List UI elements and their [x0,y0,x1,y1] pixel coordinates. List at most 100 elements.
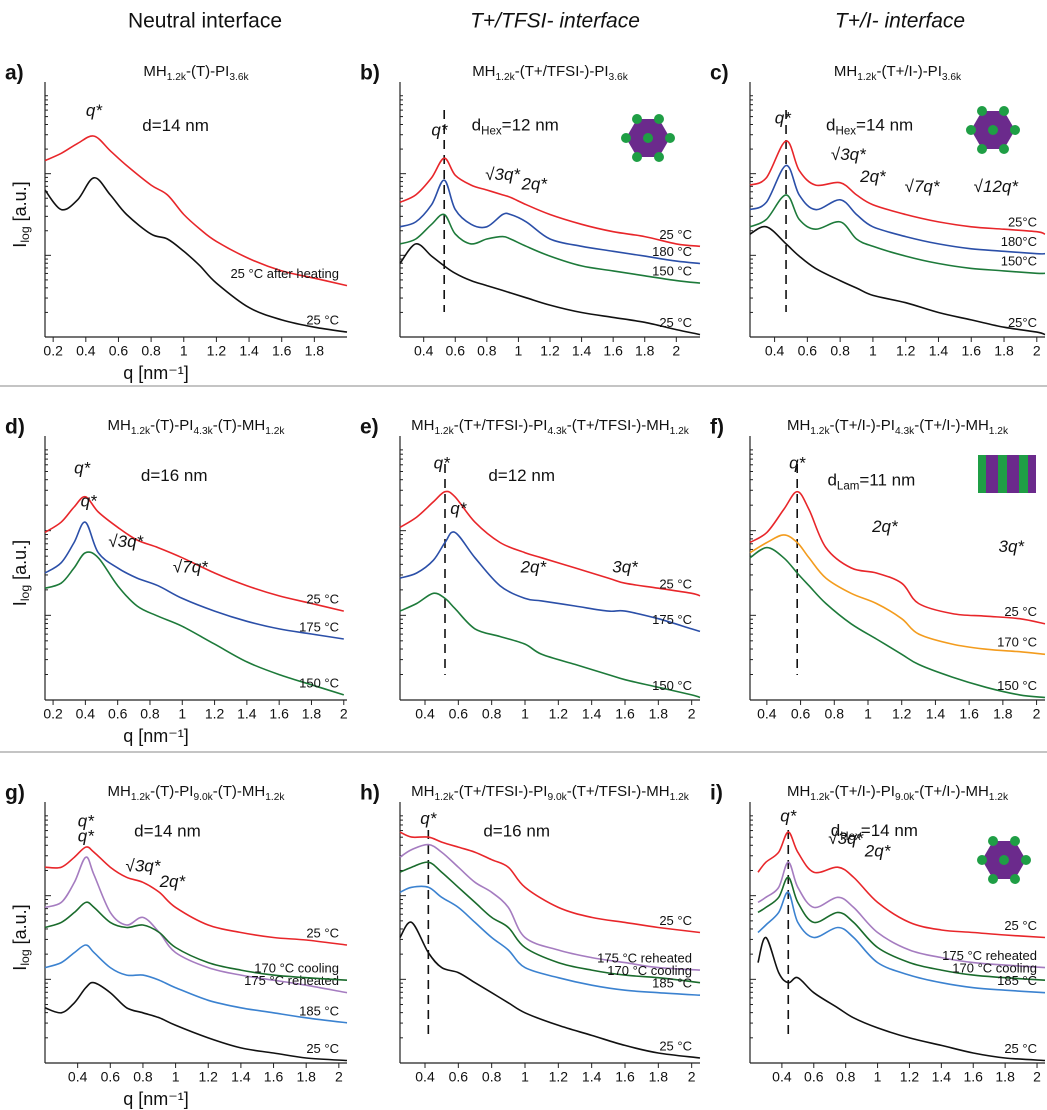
annotation: q* [420,809,437,828]
series-label: 170 °C cooling [952,961,1037,976]
x-tick-label: 1.4 [237,706,257,722]
panel-label: g) [5,782,25,805]
annotation-part: Lam [837,481,859,493]
x-tick-label: 1 [515,343,523,359]
y-axis-label-part: [a.u.] [10,540,30,585]
x-tick-label: 0.4 [757,706,777,722]
x-tick-label: 1.4 [932,1069,952,1085]
x-tick-label: 1.6 [615,706,635,722]
x-tick-label: 1 [521,1069,529,1085]
x-tick-label: 0.6 [101,1069,121,1085]
x-tick-label: 1.8 [649,1069,669,1085]
panel-title: MH1.2k-(T+/I-)-PI3.6k [834,63,962,83]
series-label: 185 °C [652,976,692,991]
panel-title-part: 3.6k [229,72,249,83]
series-label: 25 °C [306,592,339,607]
series-label: 175 °C [299,619,339,634]
series-label: 25 °C [306,1041,339,1056]
hexagon-icon [621,114,675,162]
series-label: 170 °C [997,635,1037,650]
curve [749,140,1046,235]
x-tick-label: 0.8 [133,1069,153,1085]
x-tick-label: 1.6 [959,706,979,722]
panel-title-part: MH [787,783,810,800]
x-tick-label: 1.4 [231,1069,251,1085]
x-tick-label: 0.8 [141,343,161,359]
curve [44,135,348,287]
x-tick-label: 1.6 [964,1069,984,1085]
curve [757,861,1046,969]
x-axis-label: q [nm⁻¹] [123,726,189,746]
series-label: 175 °C reheated [244,973,339,988]
x-tick-label: 1.2 [900,1069,920,1085]
x-tick-label: 1 [180,343,188,359]
series-label: 25 °C [1004,918,1037,933]
series-label: 150 °C [299,675,339,690]
annotation: 2q* [871,517,899,536]
series-label: 25 °C [659,315,692,330]
column-header: Neutral interface [128,10,282,33]
curve [757,891,1046,994]
x-tick-label: 1.2 [199,1069,219,1085]
x-tick-label: 2 [1033,1069,1041,1085]
series-label: 25 °C [1004,1041,1037,1056]
curve [399,831,701,934]
y-axis-label-part: I [10,243,30,248]
panel-title-part: 1.2k [131,426,151,437]
x-tick-label: 1.6 [272,343,292,359]
panel-title-part: 9.0k [193,792,213,803]
panel-label: d) [5,416,25,439]
series-label: 25 °C [1004,604,1037,619]
panel-title: MH1.2k-(T)-PI9.0k-(T)-MH1.2k [108,783,286,803]
x-tick-label: 0.6 [446,343,466,359]
y-axis-label: Ilog [a.u.] [10,540,32,606]
x-tick-label: 1.6 [269,706,289,722]
x-tick-label: 1.2 [549,706,569,722]
panel-title-part: 1.2k [496,72,516,83]
panel-label: f) [710,416,724,439]
x-tick-label: 1.8 [302,706,322,722]
panel-title-part: 1.2k [265,792,285,803]
x-tick-label: 1.4 [572,343,592,359]
y-axis-label-part: log [18,585,32,602]
x-tick-label: 1.4 [239,343,259,359]
column-header: T+/I- interface [835,10,965,33]
annotation-part: d [827,471,836,490]
annotation: q* [450,499,467,518]
curve [44,551,345,696]
curve [749,164,1046,255]
annotation: q* [86,101,103,120]
x-axis-label: q [nm⁻¹] [123,1089,189,1109]
x-tick-label: 1.8 [994,343,1014,359]
x-tick-label: 0.2 [43,706,63,722]
series-label: 185 °C [997,973,1037,988]
panel-label: c) [710,62,729,85]
panel-title-part: 1.2k [434,426,454,437]
x-tick-label: 2 [340,706,348,722]
series-label: 150°C [1001,254,1037,269]
column-header: T+/TFSI- interface [470,10,640,33]
panel-label: i) [710,782,723,805]
panel-label: b) [360,62,380,85]
panel-label: e) [360,416,379,439]
annotation: √7q* [173,557,209,576]
x-tick-label: 1 [521,706,529,722]
x-tick-label: 1.8 [635,343,655,359]
panel-title-part: MH [787,417,810,434]
curve [749,534,1046,656]
panel-title-part: -(T)-MH [213,417,265,434]
curve [399,157,701,248]
panel-title-part: 1.2k [989,426,1009,437]
panel-title-part: -(T+/TFSI-)-MH [567,417,670,434]
x-tick-label: 0.4 [415,706,435,722]
curve [399,179,701,265]
panel-title: MH1.2k-(T)-PI4.3k-(T)-MH1.2k [108,417,286,437]
x-tick-label: 1 [869,343,877,359]
x-tick-label: 2 [1033,706,1041,722]
x-tick-label: 0.8 [140,706,160,722]
annotation: 3q* [999,537,1026,556]
panel-title-part: MH [411,417,434,434]
y-axis-label-part: [a.u.] [10,904,30,949]
curve [749,194,1046,275]
series-label: 150 °C [652,678,692,693]
